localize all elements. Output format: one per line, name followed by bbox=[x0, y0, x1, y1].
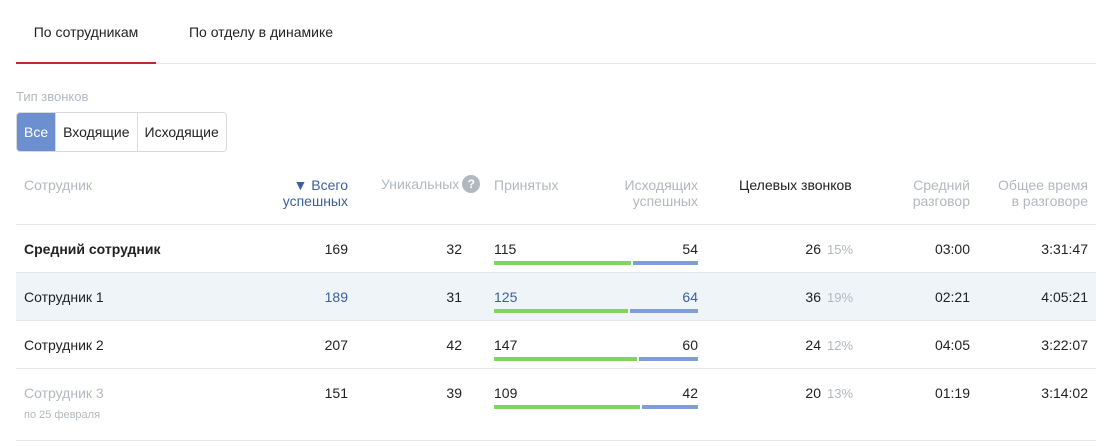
table-row-average: Средний сотрудник 169 32 115 54 26 15% 03… bbox=[16, 225, 1096, 273]
tab-by-employees[interactable]: По сотрудникам bbox=[16, 0, 156, 64]
total-successful-value: 207 bbox=[324, 337, 348, 353]
call-type-all-button[interactable]: Все bbox=[17, 113, 57, 151]
target-calls-percent: 19% bbox=[827, 290, 854, 305]
total-successful-value: 169 bbox=[324, 241, 348, 257]
unique-value: 31 bbox=[446, 289, 462, 305]
call-type-label: Тип звонков bbox=[16, 89, 89, 104]
column-header-accepted[interactable]: Принятых bbox=[494, 177, 559, 193]
table-row-employee-1[interactable]: Сотрудник 1 189 31 125 64 36 19% 02:21 4:… bbox=[16, 273, 1096, 321]
column-header-outgoing-line1: Исходящих bbox=[624, 177, 698, 193]
target-calls-value: 20 bbox=[805, 385, 821, 401]
accepted-bar-segment bbox=[494, 405, 640, 409]
accepted-outgoing-bar bbox=[494, 405, 698, 409]
total-talk-time-value: 4:05:21 bbox=[1041, 289, 1088, 305]
column-header-total-talk-time[interactable]: Общее время в разговоре bbox=[988, 177, 1088, 209]
column-header-avg-line1: Средний bbox=[913, 177, 970, 193]
help-icon[interactable]: ? bbox=[462, 175, 481, 194]
call-type-outgoing-button[interactable]: Исходящие bbox=[137, 113, 226, 151]
column-header-unique-label: Уникальных bbox=[381, 176, 460, 192]
target-calls-cell: 36 19% bbox=[724, 289, 874, 306]
column-header-unique[interactable]: Уникальных? bbox=[381, 175, 481, 194]
target-calls-cell: 26 15% bbox=[724, 241, 874, 258]
unique-value: 42 bbox=[446, 337, 462, 353]
target-calls-percent: 13% bbox=[827, 386, 854, 401]
unique-value: 32 bbox=[446, 241, 462, 257]
column-header-employee[interactable]: Сотрудник bbox=[24, 177, 93, 193]
column-header-target-calls[interactable]: Целевых звонков bbox=[739, 177, 852, 193]
column-header-total-successful[interactable]: ▼ Всего успешных bbox=[248, 177, 348, 209]
column-header-total-line2: успешных bbox=[282, 193, 348, 209]
accepted-bar-segment bbox=[494, 357, 637, 361]
accepted-bar-segment bbox=[494, 261, 631, 265]
target-calls-cell: 20 13% bbox=[724, 385, 874, 402]
column-header-avg-talk[interactable]: Средний разговор bbox=[880, 177, 970, 209]
outgoing-value: 60 bbox=[682, 337, 698, 353]
target-calls-value: 26 bbox=[805, 241, 821, 257]
header-divider bbox=[16, 224, 1096, 225]
total-successful-value[interactable]: 189 bbox=[324, 289, 348, 305]
outgoing-bar-segment bbox=[630, 309, 698, 313]
outgoing-value[interactable]: 64 bbox=[682, 289, 698, 305]
accepted-outgoing-bar bbox=[494, 309, 698, 313]
total-talk-time-value: 3:31:47 bbox=[1041, 241, 1088, 257]
target-calls-value: 24 bbox=[805, 337, 821, 353]
outgoing-value: 54 bbox=[682, 241, 698, 257]
accepted-value: 115 bbox=[494, 241, 517, 257]
outgoing-bar-segment bbox=[639, 357, 698, 361]
outgoing-bar-segment bbox=[633, 261, 698, 265]
target-calls-cell: 24 12% bbox=[724, 337, 874, 354]
accepted-bar-segment bbox=[494, 309, 628, 313]
unique-value: 39 bbox=[446, 385, 462, 401]
call-type-incoming-button[interactable]: Входящие bbox=[56, 113, 138, 151]
call-type-selector: Все Входящие Исходящие bbox=[16, 112, 227, 152]
outgoing-bar-segment bbox=[642, 405, 698, 409]
employee-end-date-note: по 25 февраля bbox=[24, 409, 101, 421]
employee-name: Сотрудник 3 bbox=[24, 385, 104, 401]
accepted-value: 147 bbox=[494, 337, 518, 353]
accepted-outgoing-bar bbox=[494, 261, 698, 265]
tab-department-dynamics[interactable]: По отделу в динамике bbox=[188, 24, 334, 40]
accepted-value[interactable]: 125 bbox=[494, 289, 518, 305]
target-calls-percent: 15% bbox=[827, 242, 854, 257]
column-header-outgoing-successful[interactable]: Исходящих успешных bbox=[598, 177, 698, 209]
column-header-total-line1: ▼ Всего bbox=[293, 177, 348, 193]
total-talk-time-value: 3:22:07 bbox=[1041, 337, 1088, 353]
accepted-outgoing-bar bbox=[494, 357, 698, 361]
employee-name: Сотрудник 2 bbox=[24, 337, 104, 353]
avg-talk-value: 01:19 bbox=[934, 385, 970, 401]
target-calls-value[interactable]: 36 bbox=[805, 289, 821, 305]
accepted-value: 109 bbox=[494, 385, 518, 401]
target-calls-percent: 12% bbox=[827, 338, 854, 353]
employee-name: Сотрудник 1 bbox=[24, 289, 104, 305]
table-row-employee-2[interactable]: Сотрудник 2 207 42 147 60 24 12% 04:05 3:… bbox=[16, 321, 1096, 369]
avg-talk-value: 04:05 bbox=[934, 337, 970, 353]
table-row-employee-3[interactable]: Сотрудник 3 по 25 февраля 151 39 109 42 … bbox=[16, 369, 1096, 441]
column-header-time-line2: в разговоре bbox=[1011, 193, 1088, 209]
avg-talk-value: 03:00 bbox=[934, 241, 970, 257]
total-talk-time-value: 3:14:02 bbox=[1041, 385, 1088, 401]
total-successful-value: 151 bbox=[324, 385, 348, 401]
column-header-outgoing-line2: успешных bbox=[632, 193, 698, 209]
tab-bar: По сотрудникам По отделу в динамике bbox=[16, 0, 1096, 64]
column-header-time-line1: Общее время bbox=[998, 177, 1088, 193]
outgoing-value: 42 bbox=[682, 385, 698, 401]
employee-name: Средний сотрудник bbox=[24, 241, 161, 257]
column-header-avg-line2: разговор bbox=[912, 193, 970, 209]
avg-talk-value: 02:21 bbox=[934, 289, 970, 305]
